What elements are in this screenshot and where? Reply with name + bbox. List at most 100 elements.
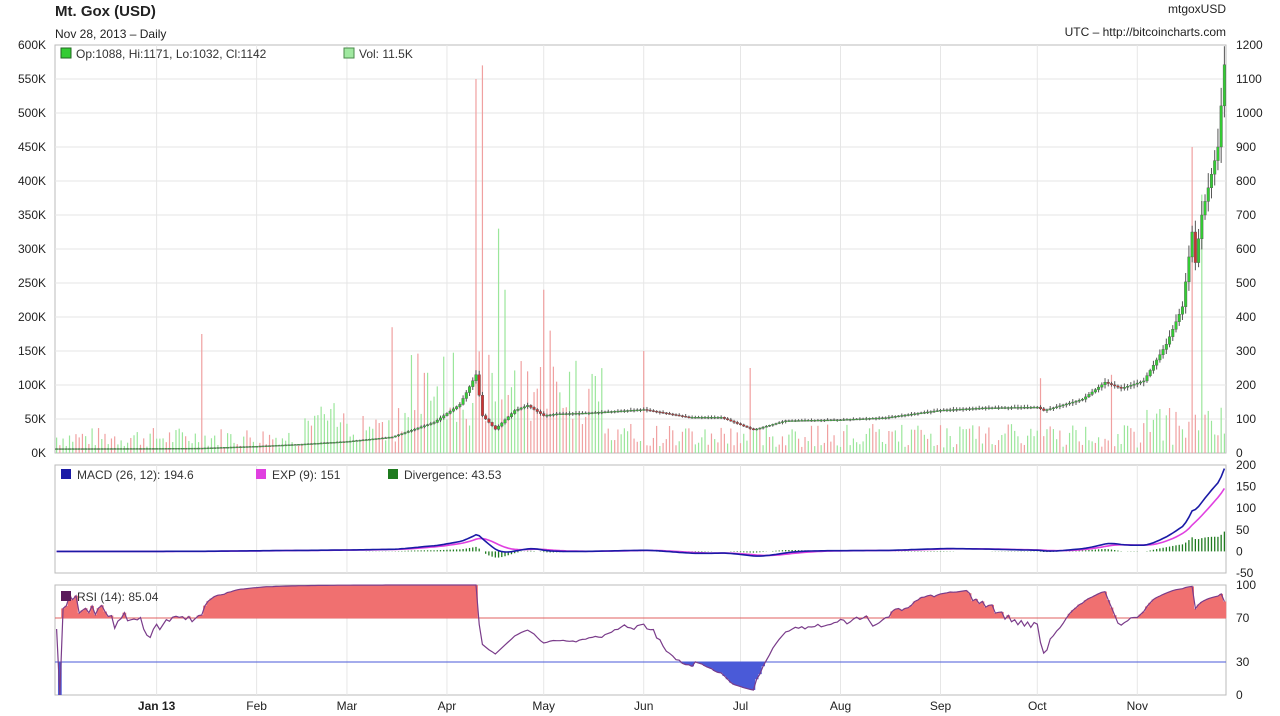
price-candle-body xyxy=(780,421,784,423)
month-label: May xyxy=(532,699,555,713)
price-candle-body xyxy=(1035,406,1039,409)
price-candle-body xyxy=(913,413,917,415)
price-candle-body xyxy=(119,448,123,450)
price-candle-body xyxy=(613,411,617,413)
price-candle-body xyxy=(1148,370,1152,376)
price-candle-body xyxy=(1042,408,1046,411)
month-label: Mar xyxy=(337,699,358,713)
exp-legend-swatch xyxy=(256,469,266,479)
price-candle-body xyxy=(1193,231,1197,263)
ohlc-legend-swatch xyxy=(60,47,72,59)
price-candle-body xyxy=(116,448,120,450)
price-candle-body xyxy=(542,413,546,416)
volume-axis-tick: 200K xyxy=(18,310,46,324)
macd-axis-tick: 200 xyxy=(1236,458,1256,472)
price-candle-body xyxy=(435,419,439,423)
axis-labels: 0K50K100K150K200K250K300K350K400K450K500… xyxy=(18,38,1263,713)
price-candle-body xyxy=(77,448,81,450)
price-candle-body xyxy=(600,411,604,414)
price-candle-body xyxy=(535,409,539,412)
price-candle-body xyxy=(1090,391,1094,395)
price-candle-body xyxy=(593,412,597,414)
volume-legend-swatch xyxy=(343,47,355,59)
price-candle-body xyxy=(1161,349,1165,355)
price-candle-body xyxy=(358,439,362,442)
volume-axis-tick: 150K xyxy=(18,344,46,358)
price-candle-body xyxy=(1077,400,1081,402)
price-candle-body xyxy=(1139,381,1143,384)
price-candle-body xyxy=(642,409,646,411)
volume-axis-tick: 550K xyxy=(18,72,46,86)
price-candle-body xyxy=(887,417,891,419)
price-candle-body xyxy=(1168,336,1172,345)
price-candle-body xyxy=(909,413,913,416)
price-candle-body xyxy=(590,412,594,414)
divergence-legend-swatch xyxy=(388,469,398,479)
price-candle-body xyxy=(355,440,359,442)
price-candle-body xyxy=(58,448,62,450)
price-candle-body xyxy=(248,446,252,448)
volume-axis-tick: 300K xyxy=(18,242,46,256)
price-candle-body xyxy=(777,422,781,424)
price-candle-body xyxy=(174,448,178,450)
price-candle-body xyxy=(497,425,501,430)
exp-legend-label: EXP (9): 151 xyxy=(272,468,341,482)
price-candle-body xyxy=(374,438,378,440)
price-candle-body xyxy=(1142,380,1146,383)
price-candle-body xyxy=(939,409,942,412)
price-candle-body xyxy=(693,417,697,419)
price-candle-body xyxy=(877,417,881,420)
price-candle-body xyxy=(242,446,246,448)
price-candle-body xyxy=(251,446,255,448)
price-axis-tick: 200 xyxy=(1236,378,1256,392)
price-candle-body xyxy=(1026,407,1030,409)
price-candle-body xyxy=(1187,256,1191,283)
price-candle-body xyxy=(942,409,946,412)
price-candle-body xyxy=(474,374,478,381)
price-legend: Op:1088, Hi:1171, Lo:1032, Cl:1142 Vol: … xyxy=(60,47,413,61)
price-candle-body xyxy=(1022,407,1026,409)
price-candle-body xyxy=(545,414,549,417)
rsi-axis-tick: 70 xyxy=(1236,611,1250,625)
price-candle-body xyxy=(258,445,262,448)
price-candle-body xyxy=(622,410,626,412)
price-candle-body xyxy=(1029,406,1033,409)
price-candle-body xyxy=(422,425,426,428)
price-candle-body xyxy=(171,448,175,450)
macd-axis-tick: 0 xyxy=(1236,544,1243,558)
price-candle-body xyxy=(280,444,284,447)
price-candle-body xyxy=(142,448,146,450)
price-candle-body xyxy=(293,444,297,446)
price-candle-body xyxy=(222,447,226,449)
price-candle-body xyxy=(164,448,168,450)
price-candle-body xyxy=(393,435,397,438)
divergence-legend-label: Divergence: 43.53 xyxy=(404,468,502,482)
price-candle-body xyxy=(387,437,391,439)
price-axis-tick: 1100 xyxy=(1236,72,1262,86)
price-candle-body xyxy=(309,443,313,445)
price-candle-body xyxy=(61,448,65,450)
price-candle-body xyxy=(287,444,291,446)
price-candle-body xyxy=(719,417,723,419)
price-candle-body xyxy=(1100,384,1104,388)
price-candle-body xyxy=(526,405,530,407)
price-candle-body xyxy=(648,409,652,412)
price-candle-body xyxy=(439,417,442,421)
price-candle-body xyxy=(503,419,507,424)
price-candle-body xyxy=(471,380,475,387)
price-candle-body xyxy=(658,411,662,413)
price-candle-body xyxy=(990,407,994,409)
price-candle-body xyxy=(639,409,642,411)
price-candle-body xyxy=(235,446,239,449)
price-candle-body xyxy=(519,407,523,410)
price-candle-body xyxy=(971,408,975,410)
price-candle-body xyxy=(855,418,859,421)
price-candle-body xyxy=(977,407,981,410)
month-label: Jan 13 xyxy=(138,699,176,713)
chart-date-line: Nov 28, 2013 – Daily xyxy=(55,27,166,41)
price-axis-tick: 800 xyxy=(1236,174,1256,188)
price-candle-body xyxy=(184,447,188,450)
price-candle-body xyxy=(1119,386,1123,389)
price-candle-body xyxy=(193,447,197,450)
price-axis-tick: 900 xyxy=(1236,140,1256,154)
